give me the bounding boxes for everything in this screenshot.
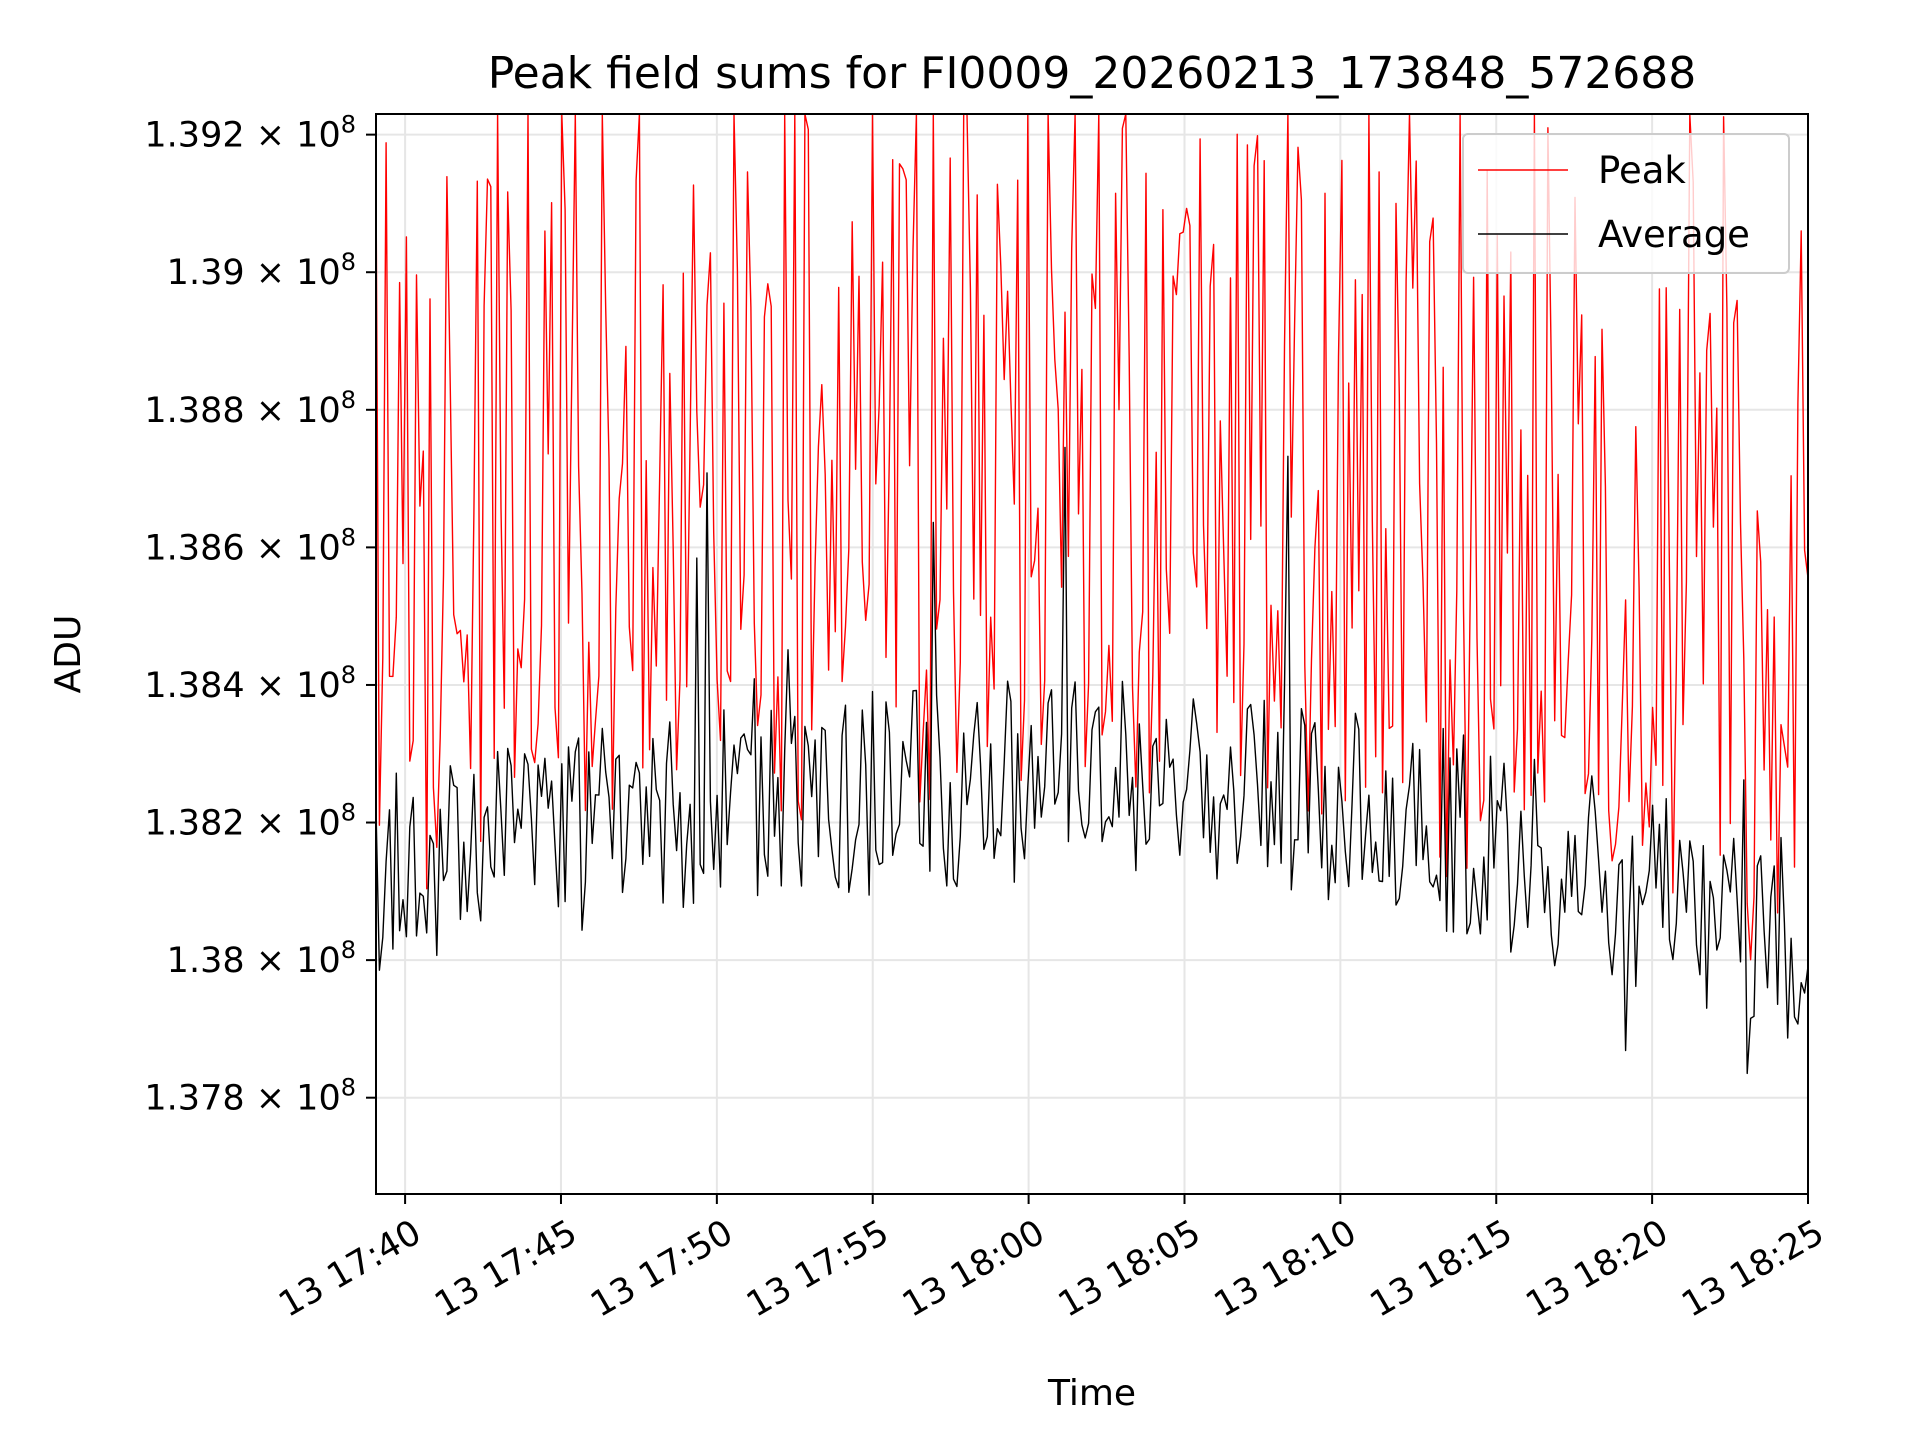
y-axis-label: ADU: [48, 615, 89, 694]
x-axis: 13 17:40 13 17:45 13 17:50 13 17:55 13 18:00…: [272, 1194, 1831, 1326]
legend-box: [1462, 133, 1790, 274]
chart-title: Peak field sums for FI0009_20260213_1738…: [488, 48, 1697, 99]
x-axis-label: Time: [1047, 1373, 1136, 1414]
y-axis: 1.378 × 108 1.38 × 108 1.382 × 108 1.384 × …: [144, 111, 376, 1119]
x-tick-label: 13 17:50: [584, 1213, 740, 1326]
x-tick-label: 13 17:55: [740, 1213, 896, 1326]
series-layer: [375, 113, 1809, 1075]
x-tick-label: 13 18:25: [1675, 1213, 1831, 1326]
x-tick-label: 13 18:00: [896, 1213, 1052, 1326]
y-tick-label: 1.384 × 108: [144, 661, 356, 706]
legend-label-average: Average: [1598, 213, 1750, 256]
x-tick-label: 13 17:45: [428, 1213, 584, 1326]
x-tick-label: 13 18:15: [1364, 1213, 1520, 1326]
y-tick-label: 1.382 × 108: [144, 799, 356, 844]
y-tick-label: 1.38 × 108: [167, 936, 356, 981]
legend: Peak Average: [1462, 133, 1790, 274]
y-tick-label: 1.386 × 108: [144, 523, 356, 568]
y-tick-label: 1.378 × 108: [144, 1074, 356, 1119]
legend-label-peak: Peak: [1598, 149, 1686, 192]
y-tick-label: 1.388 × 108: [144, 386, 356, 431]
plot-frame: [375, 113, 1809, 1195]
series-line-peak: [375, 113, 1809, 961]
y-tick-label: 1.392 × 108: [144, 111, 356, 156]
x-tick-label: 13 17:40: [272, 1213, 428, 1326]
x-tick-label: 13 18:10: [1208, 1213, 1364, 1326]
grid-lines: [376, 114, 1809, 1194]
y-tick-label: 1.39 × 108: [167, 248, 356, 293]
series-line-average: [375, 446, 1809, 1075]
x-tick-label: 13 18:20: [1519, 1213, 1675, 1326]
x-tick-label: 13 18:05: [1052, 1213, 1208, 1326]
